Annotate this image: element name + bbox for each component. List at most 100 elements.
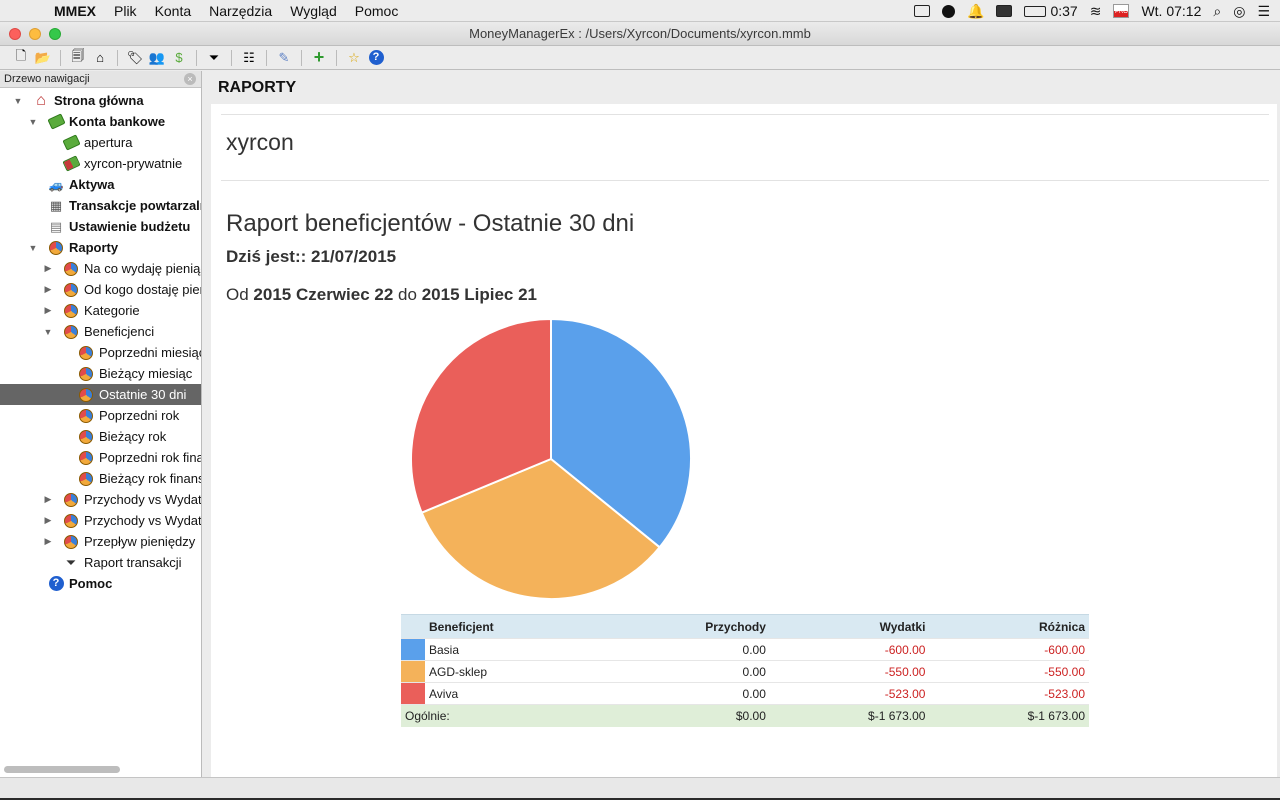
home-icon[interactable]: ⌂ (96, 50, 104, 65)
new-database-icon[interactable]: 🗋 (15, 47, 27, 63)
tree-node[interactable]: Ostatnie 30 dni (0, 384, 201, 405)
star-icon[interactable]: ☆ (348, 49, 360, 65)
tree-node[interactable]: 🚙 Aktywa (0, 174, 201, 195)
tree-node[interactable]: Bieżący miesiąc (0, 363, 201, 384)
column-header-payee[interactable]: Beneficjent (425, 614, 603, 639)
window-close-button[interactable] (9, 28, 21, 40)
tree-node-label: Poprzedni miesiąc (99, 345, 202, 360)
tree-node[interactable]: ▶ Przychody vs Wydatki (0, 510, 201, 531)
toolbar-separator (231, 49, 232, 66)
display-icon[interactable] (914, 5, 931, 17)
user-icon[interactable]: ◎ (1233, 2, 1246, 19)
tree-node[interactable]: ▼ ⌂ Strona główna (0, 90, 201, 111)
expand-arrow-icon[interactable]: ▶ (44, 305, 52, 315)
collapse-arrow-icon[interactable]: ▼ (13, 95, 23, 106)
pie-slice-aviva[interactable] (410, 317, 552, 514)
window-title: MoneyManagerEx : /Users/Xyrcon/Documents… (469, 26, 811, 41)
toolbar-separator (301, 49, 302, 66)
expand-arrow-icon[interactable]: ▶ (44, 536, 52, 546)
expand-arrow-icon[interactable]: ▶ (44, 263, 52, 273)
tree-node[interactable]: ▼ Raporty (0, 237, 201, 258)
currency-icon[interactable]: $ (175, 50, 183, 65)
input-language-icon[interactable]: PRO (1113, 4, 1130, 18)
notification-bell-icon[interactable]: 🔔 (967, 2, 985, 19)
pie-icon (78, 450, 94, 466)
menu-app[interactable]: MMEX (54, 2, 96, 19)
tree-node[interactable]: ▶ Od kogo dostaję pieniądze (0, 279, 201, 300)
navigation-tree-panel: Drzewo nawigacji × ▼ ⌂ Strona główna ▼ Konta… (0, 71, 202, 777)
tree-node[interactable]: ▼ Konta bankowe (0, 111, 201, 132)
filter-icon[interactable]: ⏷ (208, 49, 220, 65)
tree-node[interactable]: ? Pomoc (0, 573, 201, 594)
tree-node-label: Aktywa (69, 177, 115, 192)
navigation-tree-title: Drzewo nawigacji (4, 73, 90, 85)
cell-difference: -550.00 (929, 660, 1089, 683)
spotlight-search-icon[interactable]: ⌕ (1213, 2, 1222, 19)
expand-arrow-icon[interactable]: ▶ (44, 284, 52, 294)
add-transaction-icon[interactable]: + (313, 47, 325, 67)
wifi-icon[interactable]: ≋ (1089, 2, 1102, 19)
tree-node[interactable]: apertura (0, 132, 201, 153)
menu-konta[interactable]: Konta (154, 2, 192, 19)
pie-slice-basia[interactable] (550, 317, 692, 549)
tree-node[interactable]: ▼ Beneficjenci (0, 321, 201, 342)
tree-node[interactable]: Poprzedni miesiąc (0, 342, 202, 363)
tree-node[interactable]: ▶ Kategorie (0, 300, 201, 321)
pie-icon (63, 513, 79, 529)
menu-wyglad[interactable]: Wygląd (290, 2, 337, 19)
tree-node-label: Bieżący rok finansowy (99, 471, 201, 486)
collapse-arrow-icon[interactable]: ▼ (28, 242, 38, 253)
toolbar-separator (60, 49, 61, 66)
notification-center-icon[interactable]: ☰ (1257, 2, 1270, 19)
tree-node[interactable]: ▦ Transakcje powtarzalne (0, 195, 201, 216)
battery-icon[interactable] (1024, 5, 1047, 17)
tree-node[interactable]: ▤ Ustawienie budżetu (0, 216, 201, 237)
expand-arrow-icon[interactable]: ▶ (44, 494, 52, 504)
tree-node[interactable]: ⏷ Raport transakcji (0, 552, 201, 573)
chat-icon[interactable] (942, 4, 956, 18)
new-account-icon[interactable]: 🗐 (71, 47, 85, 63)
menu-narzedzia[interactable]: Narzędzia (209, 2, 273, 19)
cell-payee: Aviva (425, 682, 603, 705)
tag-icon[interactable]: 🏷 (126, 49, 144, 65)
window-minimize-button[interactable] (29, 28, 41, 40)
toolbar-separator (336, 49, 337, 66)
horizontal-scrollbar[interactable] (4, 766, 120, 773)
expand-arrow-icon[interactable]: ▶ (44, 515, 52, 525)
tree-node[interactable]: ▶ Przychody vs Wydatki (0, 489, 201, 510)
memory-icon[interactable] (996, 5, 1013, 17)
cell-payee: AGD-sklep (425, 660, 603, 683)
wrench-icon[interactable]: ✎ (278, 49, 290, 65)
collapse-arrow-icon[interactable]: ▼ (43, 326, 53, 337)
help-icon[interactable]: ? (367, 49, 385, 67)
money-icon (61, 134, 81, 151)
payees-icon[interactable]: 👥 (148, 49, 166, 65)
tree-node-label: Przepływ pieniędzy (84, 534, 196, 549)
open-database-icon[interactable]: 📂 (34, 49, 52, 65)
tree-node[interactable]: Bieżący rok finansowy (0, 468, 201, 489)
column-header-expense[interactable]: Wydatki (769, 614, 930, 639)
column-header-difference[interactable]: Różnica (929, 614, 1089, 639)
tree-node[interactable]: Poprzedni rok finansowy (0, 447, 201, 468)
pie-slice-agd-sklep[interactable] (420, 457, 662, 600)
tree-node[interactable]: ▶ Na co wydaję pieniądze (0, 258, 201, 279)
tree-node[interactable]: ▶ Przepływ pieniędzy (0, 531, 201, 552)
column-header-income[interactable]: Przychody (602, 614, 770, 639)
collapse-arrow-icon[interactable]: ▼ (28, 116, 38, 127)
options-icon[interactable]: ☷ (243, 49, 255, 65)
tree-node[interactable]: Poprzedni rok (0, 405, 201, 426)
tree-node[interactable]: xyrcon-prywatnie (0, 153, 201, 174)
clock[interactable]: Wt. 07:12 (1141, 3, 1202, 19)
table-row: AGD-sklep 0.00 -550.00 -550.00 (401, 660, 1089, 683)
menu-pomoc[interactable]: Pomoc (354, 2, 399, 19)
close-panel-icon[interactable]: × (184, 73, 196, 85)
report-owner-name: xyrcon (226, 129, 294, 155)
range-to: 2015 Lipiec 21 (421, 285, 538, 304)
pie-icon (48, 240, 64, 256)
calendar-icon: ▦ (49, 197, 63, 213)
tree-node-label: Bieżący rok (99, 429, 167, 444)
status-bar (0, 777, 1280, 798)
tree-node[interactable]: Bieżący rok (0, 426, 201, 447)
menu-plik[interactable]: Plik (114, 2, 137, 19)
window-zoom-button[interactable] (49, 28, 61, 40)
